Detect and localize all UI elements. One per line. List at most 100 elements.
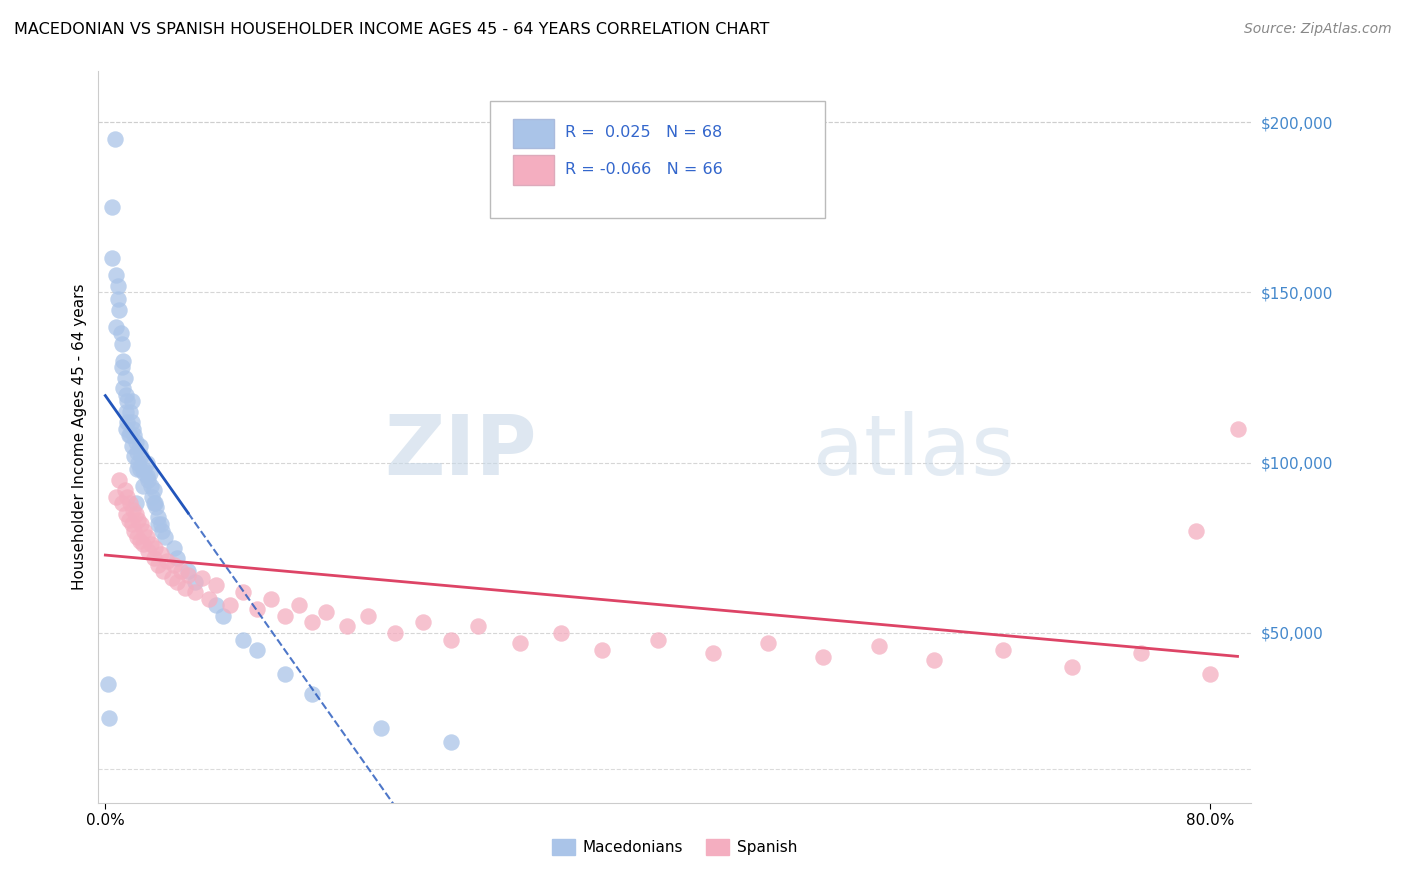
Point <box>121 516 143 531</box>
Point <box>301 615 323 630</box>
Point <box>132 524 155 538</box>
Point <box>125 435 148 450</box>
Point <box>112 381 135 395</box>
Point <box>117 394 139 409</box>
Point <box>246 642 269 657</box>
Point <box>129 516 152 531</box>
Text: R = -0.066   N = 66: R = -0.066 N = 66 <box>565 161 723 177</box>
Point <box>184 585 207 599</box>
Point <box>118 513 141 527</box>
Text: R =  0.025   N = 68: R = 0.025 N = 68 <box>565 125 723 140</box>
Point <box>145 500 167 514</box>
Point <box>146 516 169 531</box>
Point <box>868 640 890 654</box>
Point <box>356 608 378 623</box>
Legend: Macedonians, Spanish: Macedonians, Spanish <box>547 833 803 861</box>
Point <box>166 550 188 565</box>
Point <box>117 415 139 429</box>
Point <box>117 490 139 504</box>
Point <box>177 567 200 582</box>
Point <box>246 602 269 616</box>
Point <box>153 531 176 545</box>
Y-axis label: Householder Income Ages 45 - 64 years: Householder Income Ages 45 - 64 years <box>72 284 87 591</box>
Point <box>114 483 136 497</box>
Point <box>142 496 165 510</box>
Point <box>128 439 150 453</box>
Point <box>115 421 138 435</box>
Point <box>115 507 138 521</box>
Point <box>756 636 779 650</box>
Point <box>125 531 148 545</box>
Point <box>142 483 165 497</box>
Point <box>260 591 283 606</box>
Point <box>107 278 129 293</box>
Point <box>107 293 129 307</box>
Point <box>124 524 146 538</box>
Point <box>139 537 162 551</box>
Point <box>141 490 163 504</box>
Point <box>115 404 138 418</box>
Point <box>152 565 174 579</box>
Point <box>813 649 835 664</box>
Point <box>702 646 724 660</box>
Point <box>136 544 159 558</box>
Point <box>125 445 148 459</box>
Point <box>121 394 143 409</box>
Point <box>204 578 226 592</box>
Point <box>127 513 149 527</box>
Point <box>509 636 531 650</box>
Point <box>922 653 945 667</box>
Point <box>370 721 392 735</box>
Point <box>218 599 240 613</box>
Point <box>105 319 128 334</box>
Point <box>301 687 323 701</box>
Point <box>274 666 297 681</box>
Text: Source: ZipAtlas.com: Source: ZipAtlas.com <box>1244 22 1392 37</box>
Point <box>166 574 188 589</box>
Point <box>128 462 150 476</box>
Point <box>118 428 141 442</box>
Point <box>138 466 160 480</box>
Point <box>287 599 309 613</box>
Point <box>1226 421 1249 435</box>
FancyBboxPatch shape <box>513 119 554 148</box>
Point <box>647 632 669 647</box>
Point <box>136 473 159 487</box>
Text: atlas: atlas <box>813 411 1015 492</box>
Point <box>991 642 1014 657</box>
Point <box>135 456 157 470</box>
Point <box>467 619 489 633</box>
Point <box>121 415 143 429</box>
Point <box>111 360 134 375</box>
Text: ZIP: ZIP <box>384 411 537 492</box>
Point <box>125 496 148 510</box>
Text: MACEDONIAN VS SPANISH HOUSEHOLDER INCOME AGES 45 - 64 YEARS CORRELATION CHART: MACEDONIAN VS SPANISH HOUSEHOLDER INCOME… <box>14 22 769 37</box>
Point <box>384 625 406 640</box>
Point <box>111 496 134 510</box>
Point <box>108 473 131 487</box>
Point <box>122 421 145 435</box>
Point <box>149 548 172 562</box>
Point <box>97 677 120 691</box>
Point <box>122 503 145 517</box>
Point <box>156 554 179 568</box>
Point <box>1199 666 1222 681</box>
Point <box>125 462 148 476</box>
Point <box>211 608 233 623</box>
Point <box>111 336 134 351</box>
Point <box>124 449 146 463</box>
Point <box>198 591 221 606</box>
Point <box>129 449 152 463</box>
Point <box>125 507 148 521</box>
Point <box>131 479 153 493</box>
Point <box>132 466 155 480</box>
Point <box>412 615 434 630</box>
Point <box>143 541 166 555</box>
Point <box>115 387 138 401</box>
Point <box>104 132 127 146</box>
Point <box>184 574 207 589</box>
Point <box>232 585 254 599</box>
Point <box>191 571 214 585</box>
Point <box>105 490 128 504</box>
Point <box>131 462 153 476</box>
